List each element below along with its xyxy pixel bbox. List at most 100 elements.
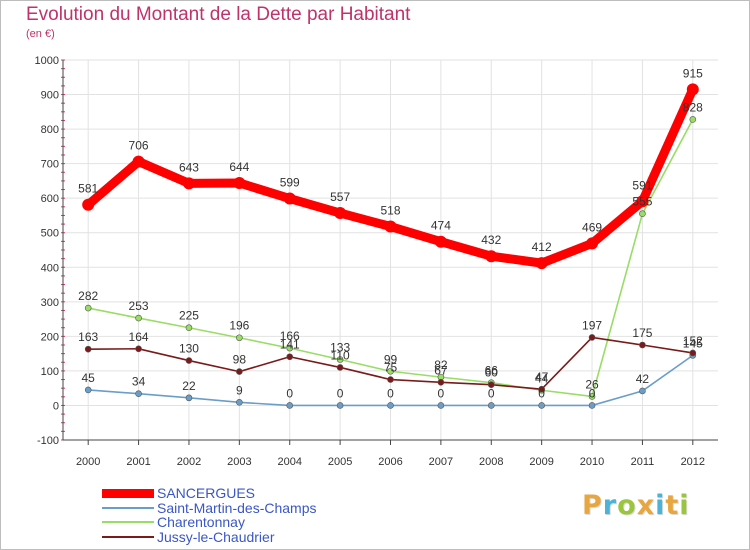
data-point: [387, 376, 394, 383]
data-point: [185, 324, 193, 332]
data-label: 469: [582, 220, 602, 234]
data-point: [538, 402, 545, 409]
data-point: [135, 345, 142, 353]
data-point: [82, 198, 95, 211]
data-label: 0: [538, 386, 545, 400]
x-tick-label: 2010: [580, 456, 604, 468]
data-point: [434, 235, 447, 248]
logo-letter: i: [655, 490, 666, 521]
y-tick-label: 900: [41, 90, 59, 102]
data-point: [588, 402, 596, 409]
data-label: 45: [82, 371, 96, 385]
data-point: [135, 390, 142, 398]
data-label: 22: [182, 379, 196, 393]
y-tick-label: 0: [53, 400, 59, 412]
y-tick-label: 300: [41, 297, 59, 309]
data-label: 130: [179, 342, 199, 356]
data-point: [535, 257, 548, 270]
data-label: 225: [179, 309, 199, 323]
y-tick-label: -100: [37, 435, 59, 447]
chart-unit: (en €): [26, 28, 55, 40]
data-label: 197: [582, 318, 602, 332]
data-label: 0: [337, 386, 344, 400]
data-label: 44: [535, 371, 549, 385]
data-label: 75: [384, 361, 398, 375]
data-label: 581: [78, 182, 98, 196]
y-tick-label: 400: [41, 262, 59, 274]
logo-letter: r: [602, 490, 618, 521]
x-tick-label: 2000: [76, 456, 100, 468]
legend-label: SANCERGUES: [157, 485, 256, 501]
data-point: [588, 334, 596, 341]
data-label: 591: [632, 178, 652, 192]
data-label: 644: [229, 160, 249, 174]
data-label: 196: [229, 319, 249, 333]
legend-swatch: [102, 535, 154, 538]
x-tick-label: 2008: [479, 456, 503, 468]
data-point: [135, 314, 142, 322]
data-point: [387, 402, 394, 409]
data-point: [639, 387, 646, 395]
data-point: [639, 210, 646, 218]
data-point: [586, 237, 599, 250]
x-tick-label: 2004: [277, 456, 301, 468]
data-label: 915: [683, 66, 703, 80]
data-label: 412: [532, 240, 552, 254]
data-label: 0: [488, 386, 495, 400]
data-point: [236, 368, 243, 375]
data-point: [487, 402, 495, 409]
data-label: 828: [683, 100, 703, 114]
y-tick-label: 700: [41, 159, 59, 171]
data-point: [686, 83, 699, 96]
data-label: 166: [280, 329, 300, 343]
proxiti-logo: Proxiti: [582, 490, 690, 521]
logo-letter: o: [617, 490, 637, 521]
data-label: 706: [129, 139, 149, 153]
data-label: 98: [233, 353, 247, 367]
data-point: [588, 393, 596, 400]
legend-label: Jussy-le-Chaudrier: [157, 528, 275, 545]
y-tick-label: 500: [41, 228, 59, 240]
x-tick-label: 2002: [177, 456, 201, 468]
data-point: [336, 364, 344, 371]
data-point: [182, 177, 195, 190]
data-label: 0: [589, 386, 596, 400]
data-point: [185, 394, 193, 402]
data-point: [236, 399, 243, 406]
data-label: 282: [78, 289, 98, 303]
logo-letter: t: [665, 490, 680, 521]
x-tick-label: 2003: [227, 456, 251, 468]
data-label: 0: [286, 386, 293, 400]
data-label: 253: [129, 299, 149, 313]
data-point: [387, 367, 394, 375]
y-tick-label: 600: [41, 193, 59, 205]
legend-label: Saint-Martin-des-Champs: [157, 499, 317, 516]
x-tick-label: 2012: [681, 456, 705, 468]
x-tick-label: 2006: [378, 456, 402, 468]
legend-label: Charentonnay: [157, 514, 245, 530]
data-label: 0: [387, 386, 394, 400]
data-point: [286, 353, 294, 361]
data-point: [437, 379, 445, 386]
data-label: 141: [280, 338, 300, 352]
data-point: [283, 192, 296, 205]
data-point: [336, 356, 344, 363]
data-point: [485, 250, 498, 263]
data-label: 643: [179, 160, 199, 174]
data-label: 163: [78, 330, 98, 344]
data-label: 34: [132, 375, 146, 389]
data-point: [538, 385, 545, 393]
y-tick-label: 200: [41, 331, 59, 343]
data-label: 145: [683, 336, 703, 350]
data-point: [689, 349, 697, 357]
logo-letter: P: [582, 490, 603, 521]
data-label: 110: [331, 348, 350, 362]
logo-letter: i: [679, 490, 690, 521]
legend-swatch: [102, 521, 154, 524]
data-label: 432: [481, 233, 501, 247]
data-label: 60: [485, 366, 499, 380]
data-point: [689, 116, 697, 123]
data-label: 133: [330, 341, 350, 355]
x-tick-label: 2005: [328, 456, 352, 468]
